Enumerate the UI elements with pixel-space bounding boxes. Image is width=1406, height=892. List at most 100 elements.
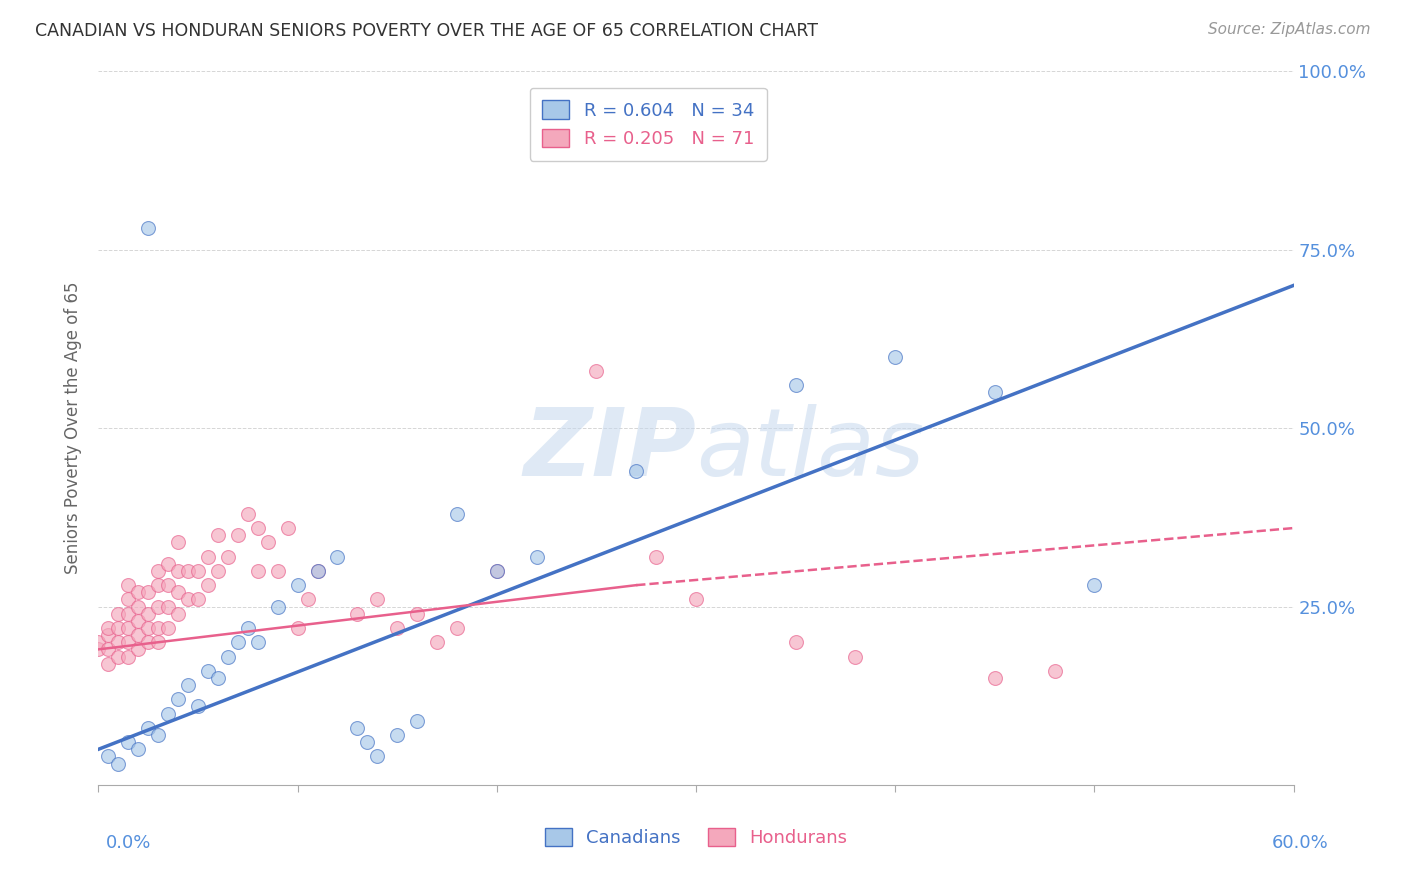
Point (148, 635, 170, 649)
Point (127, 742, 149, 756)
Point (177, 592, 200, 607)
Point (307, 564, 329, 578)
Point (356, 735, 378, 749)
Point (87, 642, 110, 657)
Point (645, 549, 668, 564)
Point (785, 378, 807, 392)
Point (87, 635, 110, 649)
Point (117, 635, 139, 649)
Point (446, 621, 468, 635)
Legend: Canadians, Hondurans: Canadians, Hondurans (537, 821, 855, 855)
Point (97, 749, 120, 764)
Point (107, 756, 129, 771)
Point (177, 564, 200, 578)
Point (97, 657, 120, 671)
Point (485, 564, 508, 578)
Point (226, 528, 249, 542)
Point (226, 635, 249, 649)
Point (626, 464, 648, 478)
Point (107, 649, 129, 664)
Point (107, 635, 129, 649)
Point (884, 350, 907, 364)
Point (187, 564, 209, 578)
Point (148, 578, 170, 592)
Point (585, 364, 607, 378)
Point (117, 621, 139, 635)
Point (346, 607, 368, 621)
Point (107, 607, 129, 621)
Point (217, 649, 239, 664)
Point (136, 607, 159, 621)
Text: ZIP: ZIP (523, 403, 696, 496)
Point (287, 621, 309, 635)
Point (187, 699, 209, 714)
Point (197, 549, 219, 564)
Point (246, 635, 269, 649)
Point (207, 671, 229, 685)
Point (426, 635, 449, 649)
Point (236, 507, 259, 521)
Point (148, 599, 170, 614)
Point (366, 749, 388, 764)
Point (297, 592, 319, 607)
Point (136, 221, 159, 235)
Point (685, 592, 707, 607)
Text: Source: ZipAtlas.com: Source: ZipAtlas.com (1208, 22, 1371, 37)
Point (117, 649, 139, 664)
Point (246, 521, 269, 535)
Point (97, 628, 120, 642)
Point (117, 578, 139, 592)
Text: 0.0%: 0.0% (105, 834, 150, 852)
Point (406, 714, 429, 728)
Point (844, 649, 866, 664)
Text: CANADIAN VS HONDURAN SENIORS POVERTY OVER THE AGE OF 65 CORRELATION CHART: CANADIAN VS HONDURAN SENIORS POVERTY OVE… (35, 22, 818, 40)
Point (177, 678, 200, 692)
Point (167, 607, 190, 621)
Point (127, 614, 149, 628)
Point (366, 592, 388, 607)
Point (1083, 578, 1105, 592)
Point (127, 585, 149, 599)
Point (148, 728, 170, 742)
Point (136, 621, 159, 635)
Point (197, 578, 219, 592)
Point (167, 535, 190, 549)
Text: 60.0%: 60.0% (1272, 834, 1329, 852)
Point (167, 564, 190, 578)
Point (148, 564, 170, 578)
Point (127, 599, 149, 614)
Point (157, 599, 180, 614)
Point (287, 578, 309, 592)
Point (267, 564, 290, 578)
Point (207, 528, 229, 542)
Point (117, 592, 139, 607)
Point (267, 599, 290, 614)
Point (157, 621, 180, 635)
Point (197, 664, 219, 678)
Text: atlas: atlas (696, 404, 924, 495)
Point (167, 585, 190, 599)
Point (1043, 664, 1066, 678)
Point (326, 549, 349, 564)
Point (385, 621, 409, 635)
Point (107, 621, 129, 635)
Point (236, 621, 259, 635)
Y-axis label: Seniors Poverty Over the Age of 65: Seniors Poverty Over the Age of 65 (65, 282, 83, 574)
Point (136, 635, 159, 649)
Point (984, 671, 1007, 685)
Point (127, 642, 149, 657)
Point (148, 621, 170, 635)
Point (246, 564, 269, 578)
Point (167, 692, 190, 706)
Point (785, 635, 807, 649)
Point (157, 578, 180, 592)
Point (187, 592, 209, 607)
Point (136, 585, 159, 599)
Point (207, 564, 229, 578)
Point (385, 728, 409, 742)
Point (406, 607, 429, 621)
Point (307, 564, 329, 578)
Point (136, 721, 159, 735)
Point (97, 621, 120, 635)
Point (127, 628, 149, 642)
